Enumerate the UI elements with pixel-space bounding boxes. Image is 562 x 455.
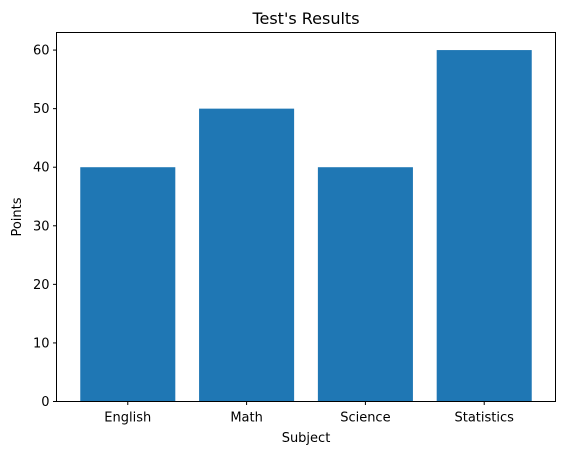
chart-title: Test's Results [251, 9, 359, 28]
x-tick-label-math: Math [230, 411, 263, 426]
y-tick-label: 50 [33, 102, 50, 117]
x-axis-ticks: English Math Science Statistics [104, 401, 514, 426]
y-tick-label: 30 [33, 219, 50, 234]
x-tick-label-statistics: Statistics [454, 411, 514, 426]
bars-group [80, 50, 532, 402]
bar-english [80, 167, 176, 402]
bar-statistics [436, 50, 532, 402]
y-tick-label: 0 [41, 395, 49, 410]
y-tick-label: 60 [33, 44, 50, 59]
x-tick-label-science: Science [340, 411, 390, 426]
y-tick-label: 20 [33, 278, 50, 293]
y-tick-label: 40 [33, 161, 50, 176]
plot-frame [56, 32, 556, 402]
y-axis-label: Points [10, 197, 25, 236]
y-axis-ticks: 0 10 20 30 40 50 60 [33, 44, 57, 410]
y-tick-label: 10 [33, 336, 50, 351]
x-tick-label-english: English [104, 411, 151, 426]
bar-math [199, 108, 295, 402]
x-axis-label: Subject [282, 431, 331, 446]
bar-science [317, 167, 413, 402]
